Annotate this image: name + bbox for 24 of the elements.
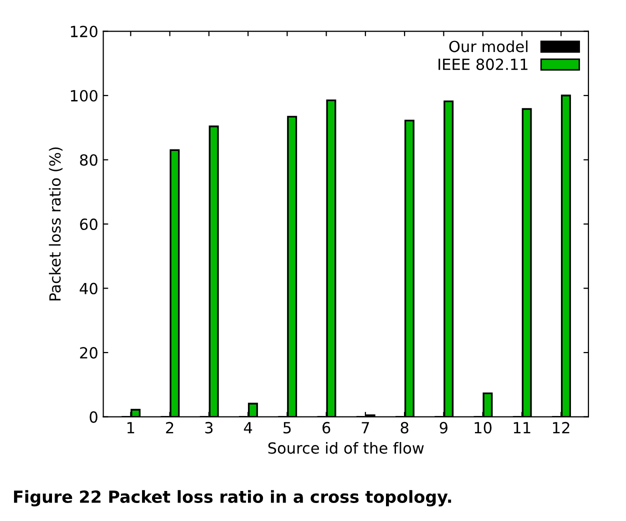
x-tick-label: 1 [127,422,134,434]
x-tick-label: 4 [244,422,252,434]
x-tick-label: 5 [283,422,291,434]
y-tick-label: 60 [80,218,98,230]
x-tick-label: 7 [362,422,369,434]
y-tick-label: 80 [80,154,98,166]
y-tick-label: 0 [90,411,98,423]
x-axis-title: Source id of the flow [268,442,424,454]
x-tick-label: 3 [205,422,213,434]
x-tick-label: 9 [440,422,448,434]
x-tick-label: 2 [166,422,174,434]
x-tick-label: 12 [553,422,570,434]
x-tick-label: 6 [322,422,330,434]
y-tick-label: 20 [80,347,98,359]
x-tick-label: 10 [474,422,492,434]
y-tick-label: 100 [70,90,98,102]
y-axis-title: Packet loss ratio (%) [48,147,63,300]
y-tick-label: 120 [70,26,98,38]
legend-label: IEEE 802.11 [438,58,528,70]
text: Figure 22 Packet loss ratio in a cross topology. [14,490,452,506]
x-tick-label: 8 [400,422,408,434]
x-tick-label: 11 [514,422,530,434]
legend-label: Our model [449,40,528,52]
y-tick-label: 40 [80,282,98,294]
